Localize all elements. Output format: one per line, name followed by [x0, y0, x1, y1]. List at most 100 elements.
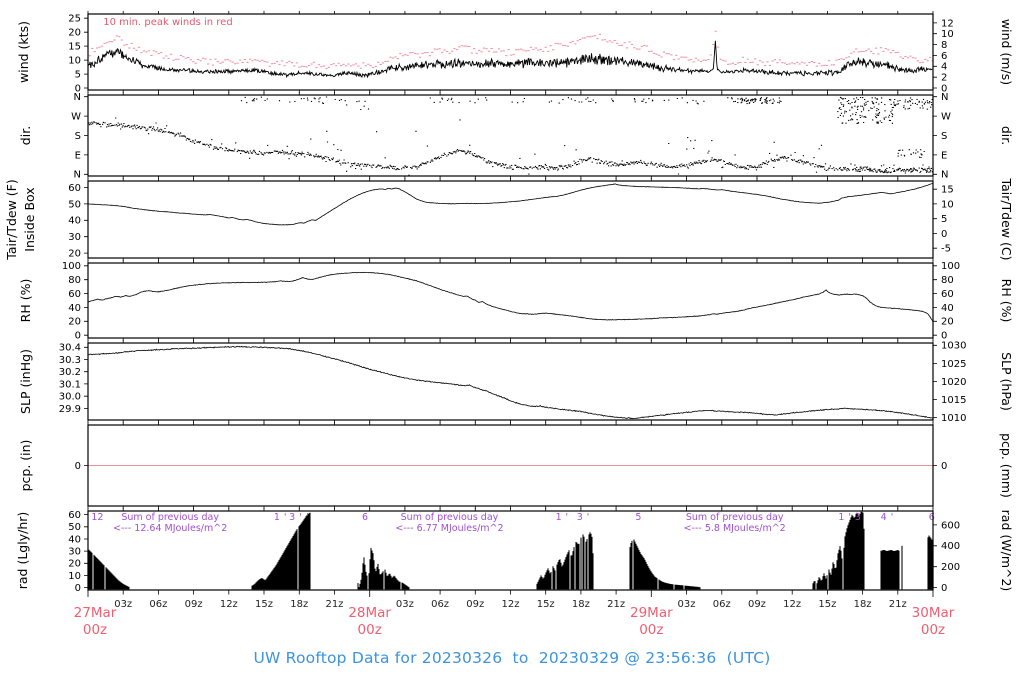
pcp-right-axis-label: pcp. (mm): [999, 433, 1014, 498]
rad-cloud-code: ': [891, 512, 894, 523]
pcp-ytick-left: 0: [75, 461, 81, 472]
y-ticks: [84, 265, 937, 336]
rad-ytick-left: 30: [68, 547, 81, 558]
x-hour-label: 12z: [220, 599, 238, 610]
x-ticks: [87, 508, 934, 597]
rh-ytick-right: 80: [941, 275, 954, 286]
slp-ytick-right: 1020: [941, 377, 966, 388]
pcp-ytick-right: 0: [941, 461, 947, 472]
rh-left-axis-label: RH (%): [18, 279, 33, 323]
rad-cloud-code: 1: [838, 512, 844, 523]
wind-peak-dashes: [88, 30, 934, 70]
dir-right-axis-label: dir.: [999, 126, 1014, 145]
slp-ytick-right: 1010: [941, 413, 966, 424]
x-ticks: [87, 422, 934, 509]
rad-cloud-code: ': [299, 512, 302, 523]
x-ticks: [87, 92, 934, 179]
temp-ytick-left: 60: [68, 183, 81, 194]
y-ticks: [84, 187, 937, 254]
rad-ytick-left: 50: [68, 522, 81, 533]
pcp-left-axis-label: pcp. (in): [18, 440, 33, 492]
slp-ytick-right: 1025: [941, 359, 966, 370]
x-hour-label: 21z: [889, 599, 907, 610]
rad-right-axis-label: rad (W/m^2): [999, 510, 1014, 592]
rh-ytick-left: 80: [68, 275, 81, 286]
x-hour-label: 18z: [854, 599, 872, 610]
slp-ytick-right: 1030: [941, 341, 966, 352]
wind-ytick-right: 2: [941, 73, 947, 84]
x-hour-label: 15z: [537, 599, 555, 610]
slp-line: [88, 345, 934, 420]
x-hour-label: 03z: [396, 599, 414, 610]
temp-ytick-right: -5: [941, 244, 951, 255]
y-ticks: [84, 17, 937, 89]
rh-ytick-left: 0: [75, 331, 81, 342]
panel-border: [87, 94, 934, 177]
rh-ytick-right: 0: [941, 331, 947, 342]
slp-ytick-left: 30.4: [59, 343, 81, 354]
y-ticks: [84, 514, 937, 588]
x-axis-labels: 03z 06z 09z 12z 15z 18z 21z 03z 06z 09z 12z 15z 18z 2…: [74, 599, 955, 638]
rad-ytick-left: 10: [68, 571, 81, 582]
wind-ytick-right: 8: [941, 40, 947, 51]
rad-sum-value: <--- 12.64 MJoules/m^2: [113, 523, 227, 534]
rad-sum-value: <--- 6.77 MJoules/m^2: [395, 523, 503, 534]
wind-ytick-left: 5: [75, 69, 81, 80]
rad-ytick-right: 400: [941, 541, 960, 552]
rh-ytick-right: 40: [941, 303, 954, 314]
rad-cloud-code: ': [848, 512, 851, 523]
x-ticks: [87, 260, 934, 341]
panel-border: [87, 262, 934, 339]
x-hour-label: 12z: [783, 599, 801, 610]
x-hour-label: 21z: [607, 599, 625, 610]
wind-ytick-right: 10: [941, 29, 954, 40]
panel-border: [87, 342, 934, 421]
rad-sum-value: <--- 5.8 MJoules/m^2: [684, 523, 786, 534]
temp-ytick-right: 15: [941, 185, 954, 196]
x-hour-label: 21z: [325, 599, 343, 610]
rad-cloud-code: 12: [91, 512, 103, 523]
x-day-label: 27Mar: [74, 605, 117, 621]
x-day-time-label: 00z: [83, 622, 107, 638]
rad-ytick-left: 20: [68, 559, 81, 570]
x-day-label: 28Mar: [348, 605, 391, 621]
rh-line: [87, 271, 934, 322]
wind-left-axis-label: wind (kts): [16, 21, 31, 83]
slp-left-axis-label: SLP (inHg): [18, 349, 33, 414]
x-hour-label: 15z: [818, 599, 836, 610]
y-ticks: [84, 344, 937, 418]
x-hour-label: 18z: [572, 599, 590, 610]
dir-ytick-right: N: [941, 170, 948, 181]
wind-right-axis-label: wind (m/s): [999, 19, 1014, 85]
dir-ytick-right: W: [941, 112, 951, 123]
temp-line: [87, 183, 933, 226]
temp-ytick-right: 0: [941, 229, 947, 240]
dir-ytick-right: N: [941, 92, 948, 103]
rad-ytick-right: 200: [941, 562, 960, 573]
rad-cloud-code: 3: [855, 512, 861, 523]
panel-slp: 29.930.0 30.130.230.330.4 1010 1015 1020 1025…: [18, 340, 1014, 424]
rh-ytick-left: 100: [62, 261, 81, 272]
slp-ytick-left: 29.9: [59, 404, 81, 415]
rad-cloud-code: 5: [635, 512, 641, 523]
temp-ytick-left: 40: [68, 216, 81, 227]
rh-ytick-left: 60: [68, 289, 81, 300]
x-day-time-label: 00z: [921, 622, 945, 638]
rh-right-axis-label: RH (%): [999, 279, 1014, 323]
wind-ytick-left: 20: [68, 28, 81, 39]
dir-ytick-left: S: [75, 131, 81, 142]
slp-ytick-right: 1015: [941, 395, 966, 406]
x-day-time-label: 00z: [639, 622, 663, 638]
rad-sum-label: Sum of previous day: [121, 512, 219, 523]
wind-ytick-left: 15: [68, 42, 81, 53]
rad-cloud-code: ': [587, 512, 590, 523]
x-hour-label: 18z: [290, 599, 308, 610]
rad-cloud-code: ': [566, 512, 569, 523]
x-day-time-label: 00z: [358, 622, 382, 638]
dir-ytick-right: E: [941, 150, 947, 161]
x-hour-label: 06z: [713, 599, 731, 610]
rad-cloud-code: 1: [274, 512, 280, 523]
